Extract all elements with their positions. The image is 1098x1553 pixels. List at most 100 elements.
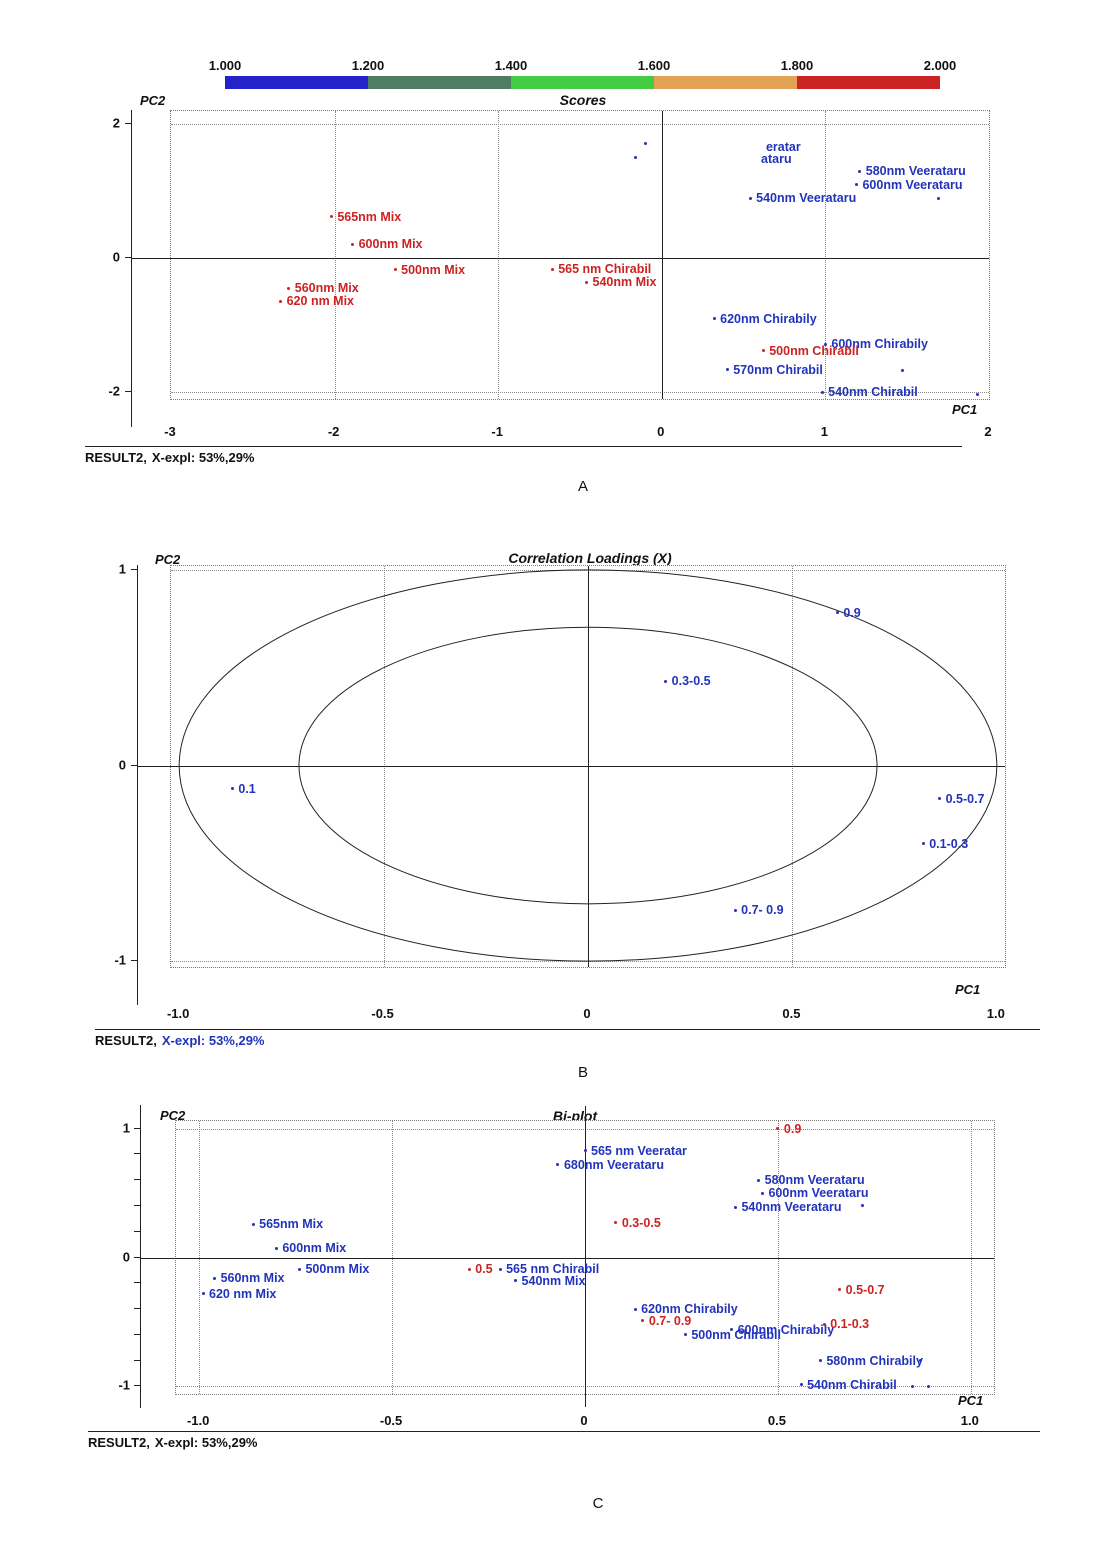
- pc1-axis-label: PC1: [955, 982, 981, 997]
- loadings-blue-label: 0.5-0.7: [945, 791, 985, 806]
- result-label: RESULT2,: [85, 450, 147, 465]
- y-axis-tick: [131, 764, 137, 766]
- scores-red-point: [550, 267, 554, 271]
- y-axis-tick: [134, 1204, 140, 1206]
- x-axis-line: [88, 1431, 1040, 1432]
- y-axis-line: [140, 1105, 141, 1408]
- loadings-red-label: 0.7- 0.9: [648, 1313, 692, 1328]
- y-tick-label: 1: [118, 561, 126, 577]
- scores-blue-point: [730, 1328, 734, 1332]
- scores-blue-point: [297, 1267, 301, 1271]
- y-axis-tick: [134, 1153, 140, 1155]
- y-axis-tick: [134, 1359, 140, 1361]
- x-tick-label: 0.5: [782, 1006, 801, 1021]
- x-tick-label: 1.0: [960, 1413, 979, 1428]
- scores-blue-label: 570nm Chirabil: [733, 362, 823, 377]
- y-axis-tick: [131, 568, 137, 570]
- scores-blue-point: [900, 369, 904, 373]
- scores-blue-point: [818, 1359, 822, 1363]
- zero-line-horizontal: [138, 765, 1005, 767]
- scores-blue-point: [725, 368, 729, 372]
- result-status-line: RESULT2, X-expl: 53%,29%: [95, 1033, 265, 1048]
- gridline-vertical: [825, 111, 827, 399]
- y-tick-label: 0: [122, 1249, 130, 1264]
- scores-blue-label: 680nm Veerataru: [563, 1157, 665, 1172]
- scores-blue-label: 620nm Chirabily: [641, 1302, 738, 1316]
- scores-blue-label: 540nm Veerataru: [741, 1200, 842, 1215]
- biplot-plot-area: 565 nm Veeratar 680nm Veerataru 580nm Veer…: [141, 1106, 995, 1407]
- scores-blue-point: [251, 1222, 255, 1226]
- y-tick-label: -1: [114, 952, 126, 968]
- result-label: RESULT2,: [88, 1435, 150, 1450]
- scores-plot-area: eratar ataru 580nm Veerataru 600nm Veeratar…: [132, 110, 990, 400]
- loadings-blue-label: 0.3-0.5: [671, 674, 711, 689]
- scores-red-label: 560nm Mix: [294, 281, 359, 296]
- scores-blue-point: [976, 392, 980, 396]
- y-tick-label: 0: [112, 249, 120, 265]
- x-tick-label: -0.5: [379, 1413, 403, 1428]
- panel-letter-b: B: [577, 1064, 588, 1081]
- colorbar-segment: [654, 76, 797, 89]
- result-status-line: RESULT2, X-expl: 53%,29%: [88, 1435, 258, 1450]
- x-axis-line: [85, 446, 962, 447]
- scores-blue-point: [213, 1276, 217, 1280]
- y-axis-ticks: [134, 1120, 140, 1395]
- scores-blue-point: [633, 1307, 637, 1311]
- scores-blue-point: [861, 1204, 865, 1208]
- scores-blue-point: [919, 1359, 923, 1363]
- loadings-blue-label: 0.9: [843, 605, 861, 620]
- y-axis-ticks: [131, 565, 137, 968]
- scores-blue-point: [201, 1292, 205, 1296]
- panel-scores: 1.000 1.200 1.400 1.600 1.800 2.000 Scores PC…: [0, 55, 1098, 505]
- scores-blue-point: [643, 141, 647, 145]
- scores-blue-point: [936, 196, 940, 200]
- y-axis-tick: [134, 1308, 140, 1309]
- y-tick-labels: 1 0 -1: [96, 561, 128, 968]
- scores-blue-label: 600nm Veerataru: [768, 1186, 869, 1201]
- x-tick-label: 0: [580, 1413, 588, 1428]
- panel-letter-c: C: [592, 1495, 604, 1512]
- result-label: RESULT2,: [95, 1033, 157, 1048]
- x-tick-label: -0.5: [371, 1006, 394, 1021]
- loadings-blue-point: [230, 787, 234, 791]
- scores-red-label: 500nm Mix: [401, 262, 466, 277]
- colorbar-scale-label: 1.600: [637, 58, 671, 73]
- pc1-axis-label: PC1: [958, 1393, 984, 1408]
- scores-blue-point: [583, 1149, 587, 1153]
- x-tick-label: 1.0: [986, 1006, 1005, 1021]
- y-axis-tick: [134, 1256, 140, 1258]
- scores-red-point: [279, 299, 283, 303]
- x-tick-label: 0: [657, 424, 665, 439]
- xexpl-value: X-expl: 53%,29%: [154, 1435, 258, 1450]
- scores-red-point: [393, 268, 397, 272]
- zero-line-vertical: [585, 1106, 586, 1407]
- x-tick-label: 2: [984, 424, 992, 439]
- y-axis-tick: [125, 123, 131, 125]
- y-axis-tick: [134, 1282, 140, 1284]
- x-tick-label: -1.0: [166, 1006, 190, 1021]
- scores-red-point: [761, 349, 765, 353]
- scores-blue-label: 620nm Chirabily: [720, 311, 817, 326]
- scores-blue-point: [683, 1333, 687, 1337]
- colorbar-scale-label: 2.000: [923, 58, 957, 73]
- panel-biplot: Bi-plot PC2 1 0 -1 565 nm Veeratar 680nm Ve…: [0, 1093, 1098, 1553]
- scores-blue-label: 540nm Chirabil: [807, 1377, 897, 1392]
- loadings-blue-point: [733, 908, 737, 912]
- loadings-blue-point: [664, 679, 668, 683]
- scores-blue-point: [556, 1163, 560, 1167]
- colorbar-scale-labels: 1.000 1.200 1.400 1.600 1.800 2.000: [209, 58, 957, 74]
- x-tick-labels: -1.0 -0.5 0 0.5 1.0: [175, 1413, 995, 1431]
- scores-blue-label: 620 nm Mix: [209, 1286, 277, 1301]
- loadings-red-label: 0.5: [475, 1262, 493, 1277]
- scores-blue-point: [634, 156, 638, 160]
- correlation-loadings-plot-area: 0.9 0.3-0.5 0.1 0.5-0.7 0.1-0.3 0.7- 0.9: [138, 565, 1006, 968]
- y-axis-tick: [134, 1179, 140, 1181]
- loadings-red-label: 0.1-0.3: [830, 1317, 870, 1332]
- y-axis-tick: [134, 1230, 140, 1232]
- scores-blue-point: [498, 1267, 502, 1271]
- scores-blue-label: 600nm Chirabily: [831, 337, 928, 352]
- scores-blue-point: [748, 196, 752, 200]
- colorbar: [225, 76, 940, 89]
- scores-blue-label: 580nm Veerataru: [764, 1173, 865, 1188]
- scores-red-label: 565nm Mix: [337, 209, 402, 224]
